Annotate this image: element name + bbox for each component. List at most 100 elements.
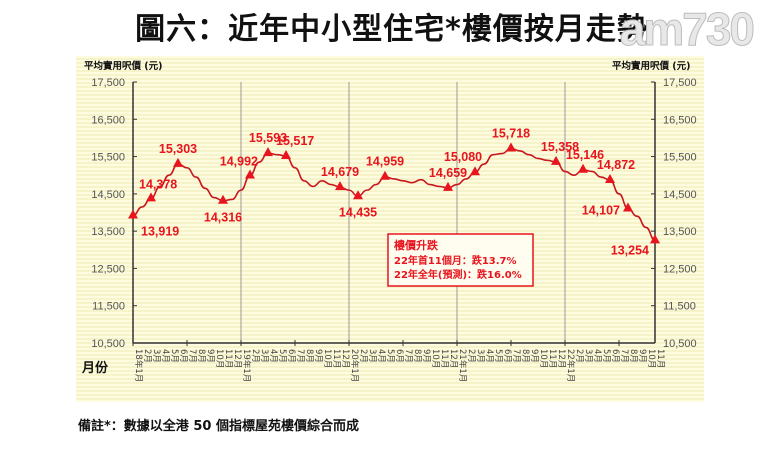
y-tick-label-right: 16,500 (663, 114, 697, 126)
data-label: 14,107 (582, 204, 620, 218)
month-label: 8月 (520, 349, 530, 363)
data-label: 15,146 (566, 148, 604, 162)
annotation-title: 樓價升跌 (394, 238, 439, 252)
month-label: 11月 (547, 349, 557, 368)
month-label: 9月 (421, 349, 431, 363)
y-tick-label-left: 13,500 (91, 226, 125, 238)
data-label: 15,080 (444, 150, 482, 164)
month-label: 2月 (358, 349, 368, 363)
month-label: 3月 (475, 349, 485, 363)
month-label: 7月 (403, 349, 413, 363)
month-label: 5月 (385, 349, 395, 363)
month-label: 12月 (232, 349, 242, 368)
y-tick-label-left: 16,500 (91, 114, 125, 126)
triangle-marker (623, 202, 633, 212)
chart-panel (76, 56, 704, 402)
triangle-marker (353, 190, 363, 200)
month-label: 7月 (295, 349, 305, 363)
y-tick-label-right: 11,500 (663, 301, 696, 313)
month-label: 5月 (169, 349, 179, 363)
data-label: 13,919 (141, 225, 179, 239)
month-label: 5月 (601, 349, 611, 363)
month-label: 4月 (376, 349, 386, 363)
annotation-line: 22年全年(預測)：跌16.0% (394, 268, 522, 281)
month-label: 7月 (187, 349, 197, 363)
month-label: 6月 (178, 349, 188, 363)
month-label: 12月 (340, 349, 350, 368)
month-label: 4月 (484, 349, 494, 363)
triangle-marker (506, 142, 516, 152)
month-label: 3月 (583, 349, 593, 363)
month-label: 10月 (214, 349, 224, 368)
month-label: 4月 (268, 349, 278, 363)
month-label: 5月 (493, 349, 503, 363)
y-tick-label-left: 12,500 (91, 263, 125, 275)
month-label: 21年1月 (457, 349, 468, 382)
month-label: 7月 (511, 349, 521, 363)
month-label: 3月 (151, 349, 161, 363)
triangle-marker (263, 147, 273, 157)
month-label: 9月 (529, 349, 539, 363)
month-label: 19年1月 (241, 349, 252, 382)
month-label: 2月 (250, 349, 260, 363)
month-label: 6月 (394, 349, 404, 363)
month-label: 8月 (628, 349, 638, 363)
month-label: 2月 (574, 349, 584, 363)
month-label: 9月 (205, 349, 215, 363)
month-label: 10月 (646, 349, 656, 368)
watermark-logo: am730 (619, 3, 755, 56)
data-label: 14,992 (220, 155, 258, 169)
triangle-marker (335, 181, 345, 191)
y-tick-label-right: 12,500 (663, 263, 697, 275)
month-label: 2月 (466, 349, 476, 363)
month-label: 18年1月 (133, 349, 144, 382)
month-label: 22年1月 (565, 349, 576, 382)
y-tick-label-right: 14,500 (663, 189, 697, 201)
triangle-marker (128, 209, 138, 219)
data-label: 13,254 (611, 243, 649, 257)
price-line (132, 147, 656, 242)
data-label: 14,679 (321, 165, 359, 179)
month-label: 10月 (538, 349, 548, 368)
month-label: 2月 (142, 349, 152, 363)
month-label: 6月 (610, 349, 620, 363)
data-label: 14,316 (204, 211, 242, 225)
data-label: 15,718 (492, 126, 530, 140)
annotation-box (387, 233, 534, 287)
triangle-marker (578, 163, 588, 173)
y-tick-label-right: 15,500 (663, 152, 697, 164)
left-axis-label: 平均實用呎價 (元) (84, 61, 163, 72)
triangle-marker (443, 181, 453, 191)
month-label: 5月 (277, 349, 287, 363)
month-label: 7月 (619, 349, 629, 363)
data-label: 14,659 (429, 166, 467, 180)
triangle-marker (650, 234, 660, 244)
footnote: 備註*：數據以全港 50 個指標屋苑樓價綜合而成 (78, 419, 359, 434)
triangle-marker (146, 192, 156, 202)
triangle-marker (470, 166, 480, 176)
triangle-marker (551, 155, 561, 165)
month-label: 11月 (331, 349, 341, 368)
month-label: 11月 (655, 349, 665, 368)
data-label: 15,593 (249, 131, 287, 145)
month-label: 3月 (367, 349, 377, 363)
triangle-marker (173, 157, 183, 167)
month-label: 12月 (448, 349, 458, 368)
triangle-marker (380, 170, 390, 180)
month-label: 8月 (412, 349, 422, 363)
triangle-marker (218, 194, 228, 204)
month-label: 4月 (592, 349, 602, 363)
month-label: 8月 (196, 349, 206, 363)
y-tick-label-right: 10,500 (663, 338, 697, 350)
month-label: 3月 (259, 349, 269, 363)
data-label: 15,517 (276, 134, 314, 148)
annotation-line: 22年首11個月：跌13.7% (394, 254, 517, 267)
y-tick-label-left: 14,500 (91, 189, 125, 201)
y-tick-label-left: 17,500 (91, 77, 125, 89)
month-label: 20年1月 (349, 349, 360, 382)
month-label: 11月 (439, 349, 449, 368)
triangle-marker (245, 169, 255, 179)
month-label: 9月 (313, 349, 323, 363)
data-label: 14,378 (139, 177, 177, 191)
